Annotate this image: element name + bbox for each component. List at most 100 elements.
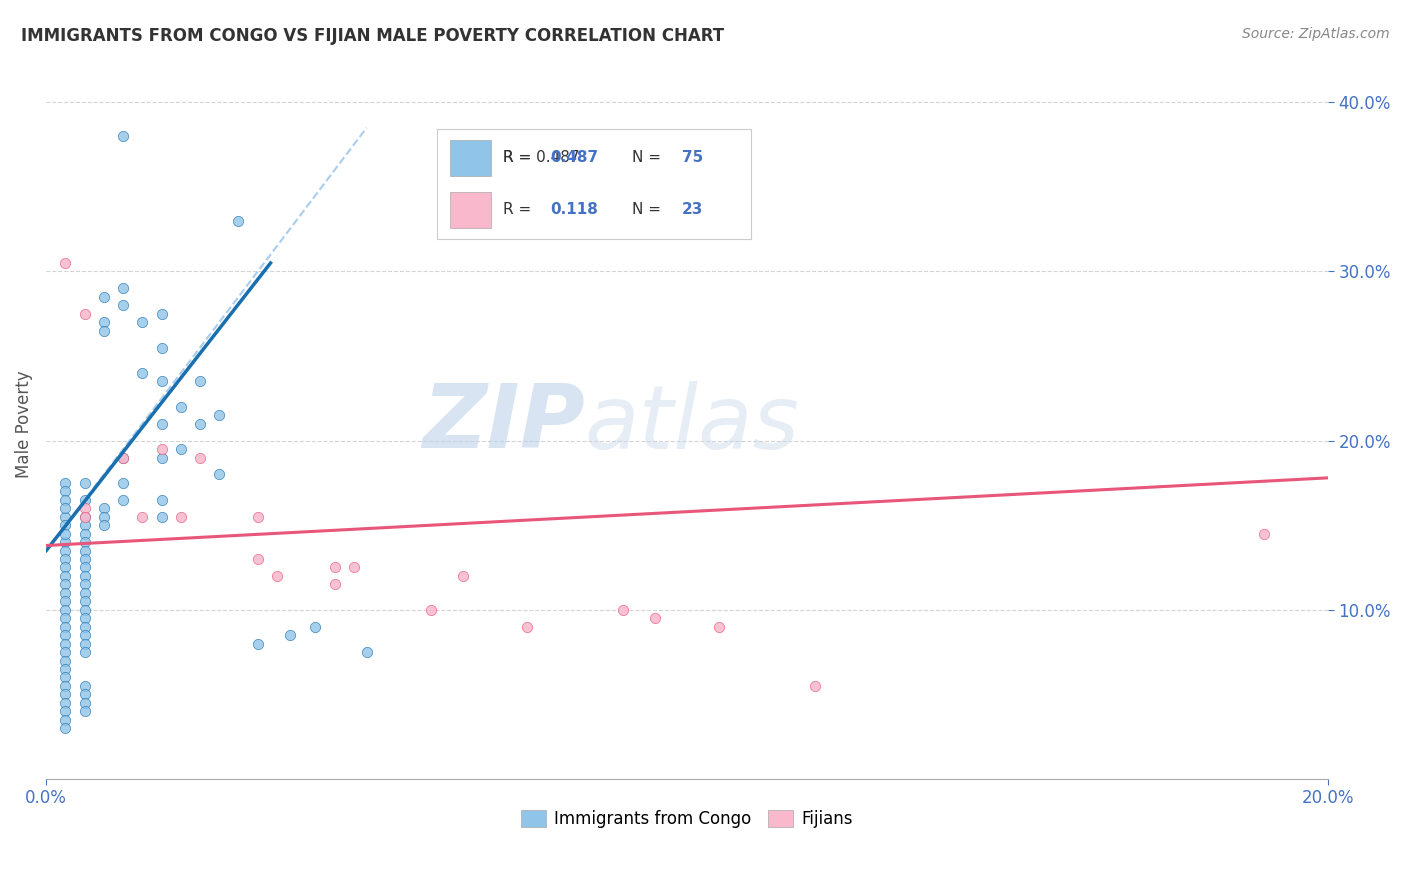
Point: [612, 603, 634, 617]
Text: Source: ZipAtlas.com: Source: ZipAtlas.com: [1241, 27, 1389, 41]
Point: [73, 526, 96, 541]
Point: [55, 670, 77, 684]
Point: [246, 552, 269, 566]
Point: [73, 620, 96, 634]
Point: [73, 501, 96, 516]
Point: [55, 721, 77, 735]
Point: [73, 509, 96, 524]
Point: [55, 713, 77, 727]
Point: [112, 281, 135, 295]
Point: [356, 645, 378, 659]
Point: [73, 492, 96, 507]
Point: [131, 366, 153, 380]
Point: [150, 417, 173, 431]
Point: [112, 129, 135, 144]
Point: [131, 509, 153, 524]
Point: [93, 290, 115, 304]
Point: [112, 475, 135, 490]
Point: [55, 594, 77, 608]
Point: [93, 509, 115, 524]
Point: [150, 442, 173, 456]
Point: [73, 645, 96, 659]
Point: [150, 450, 173, 465]
Point: [55, 535, 77, 549]
Point: [112, 450, 135, 465]
Point: [170, 442, 193, 456]
Point: [131, 315, 153, 329]
Point: [73, 603, 96, 617]
Point: [93, 518, 115, 533]
Point: [644, 611, 666, 625]
Point: [188, 375, 211, 389]
Point: [73, 628, 96, 642]
Point: [228, 213, 250, 227]
Point: [150, 492, 173, 507]
Point: [55, 484, 77, 499]
Point: [73, 543, 96, 558]
Point: [55, 543, 77, 558]
Point: [516, 620, 538, 634]
Point: [419, 603, 441, 617]
Point: [73, 611, 96, 625]
Point: [73, 569, 96, 583]
Point: [278, 628, 301, 642]
Point: [208, 409, 231, 423]
Point: [170, 509, 193, 524]
Point: [73, 586, 96, 600]
Point: [73, 637, 96, 651]
Point: [112, 492, 135, 507]
Point: [55, 501, 77, 516]
Point: [150, 375, 173, 389]
Point: [73, 560, 96, 574]
Point: [55, 696, 77, 710]
Point: [73, 475, 96, 490]
Point: [55, 704, 77, 718]
Point: [188, 417, 211, 431]
Point: [93, 324, 115, 338]
Point: [55, 653, 77, 667]
Point: [55, 569, 77, 583]
Point: [323, 577, 346, 591]
Point: [93, 501, 115, 516]
Point: [55, 518, 77, 533]
Point: [73, 535, 96, 549]
Point: [55, 611, 77, 625]
Text: atlas: atlas: [585, 381, 800, 467]
Point: [73, 687, 96, 701]
Point: [451, 569, 474, 583]
Point: [55, 509, 77, 524]
Point: [73, 679, 96, 693]
Point: [55, 492, 77, 507]
Point: [304, 620, 326, 634]
Text: IMMIGRANTS FROM CONGO VS FIJIAN MALE POVERTY CORRELATION CHART: IMMIGRANTS FROM CONGO VS FIJIAN MALE POV…: [21, 27, 724, 45]
Point: [266, 569, 288, 583]
Point: [343, 560, 366, 574]
Point: [55, 687, 77, 701]
Point: [188, 450, 211, 465]
Point: [55, 637, 77, 651]
Point: [73, 704, 96, 718]
Point: [73, 307, 96, 321]
Point: [246, 509, 269, 524]
Point: [804, 679, 827, 693]
Point: [55, 620, 77, 634]
Point: [150, 307, 173, 321]
Point: [93, 315, 115, 329]
Y-axis label: Male Poverty: Male Poverty: [15, 370, 32, 477]
Point: [246, 637, 269, 651]
Point: [208, 467, 231, 482]
Point: [73, 577, 96, 591]
Point: [170, 400, 193, 414]
Point: [112, 450, 135, 465]
Point: [55, 679, 77, 693]
Point: [55, 256, 77, 270]
Text: ZIP: ZIP: [422, 380, 585, 467]
Point: [1253, 526, 1275, 541]
Point: [55, 662, 77, 676]
Point: [150, 341, 173, 355]
Point: [73, 594, 96, 608]
Legend: Immigrants from Congo, Fijians: Immigrants from Congo, Fijians: [515, 803, 860, 835]
Point: [55, 628, 77, 642]
Point: [73, 552, 96, 566]
Point: [55, 560, 77, 574]
